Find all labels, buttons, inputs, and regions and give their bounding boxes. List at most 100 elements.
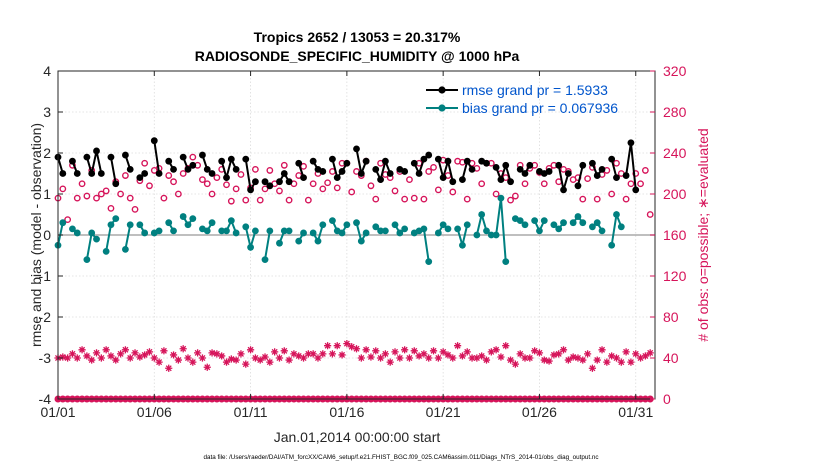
rmse-point (276, 178, 283, 186)
y-right-tick-label: 200 (663, 186, 687, 202)
bias-point (593, 219, 601, 227)
bias-point (353, 219, 360, 227)
bias-point (381, 227, 389, 235)
obs-evaluated-point (396, 354, 404, 362)
obs-evaluated-point (290, 350, 298, 358)
obs-possible-point (637, 180, 644, 188)
bias-point (531, 217, 539, 225)
bias-point (613, 211, 620, 218)
obs-evaluated-point (612, 354, 621, 362)
rmse-point (497, 176, 505, 184)
obs-evaluated-point (73, 354, 81, 362)
obs-possible-point (232, 185, 240, 193)
obs-possible-point (117, 190, 124, 198)
obs-possible-point (285, 196, 293, 204)
obs-evaluated-point (516, 350, 524, 358)
obs-evaluated-point (439, 348, 447, 356)
bias-point (261, 256, 269, 263)
rmse-point (526, 161, 534, 169)
bias-point (372, 223, 380, 231)
obs-evaluated-point (367, 353, 375, 361)
y-right-tick-label: 160 (663, 227, 687, 243)
bias-point (107, 221, 115, 229)
obs-possible-point (126, 194, 134, 202)
obs-possible-point (213, 174, 221, 182)
obs-evaluated-point (526, 354, 534, 362)
rmse-point (574, 182, 582, 190)
obs-possible-point (203, 180, 211, 188)
obs-possible-point (131, 205, 139, 213)
obs-evaluated-point (348, 343, 356, 351)
rmse-point (338, 168, 346, 175)
bias-point (560, 219, 567, 227)
obs-evaluated-point (521, 354, 529, 362)
x-tick-label: 01/26 (522, 404, 557, 420)
obs-evaluated-point (169, 351, 178, 359)
obs-possible-point (511, 192, 519, 200)
rmse-point (560, 186, 567, 194)
obs-evaluated-point (343, 340, 351, 348)
obs-evaluated-point (372, 347, 380, 355)
rmse-point (492, 163, 500, 171)
obs-evaluated-point (174, 356, 182, 364)
obs-possible-point (367, 182, 375, 190)
obs-evaluated-point (92, 349, 101, 357)
obs-evaluated-point (319, 350, 327, 358)
y-right-tick-label: 120 (663, 268, 687, 284)
obs-possible-point (300, 162, 307, 170)
obs-evaluated-point (598, 346, 606, 354)
bias-point (502, 258, 510, 266)
obs-possible-point (174, 190, 182, 198)
obs-evaluated-point (141, 351, 149, 359)
bias-point (357, 237, 365, 245)
bias-point (83, 256, 91, 263)
obs-evaluated-point (150, 354, 158, 362)
rmse-point (459, 176, 466, 184)
bias-point (223, 227, 230, 235)
obs-evaluated-point (275, 354, 284, 362)
rmse-point (425, 151, 433, 159)
rmse-point (343, 159, 351, 167)
x-axis: 01/01 01/06 01/11 01/16 01/21 01/26 01/31 (40, 71, 653, 420)
rmse-point (309, 157, 317, 165)
obs-possible-point (242, 196, 250, 204)
rmse-point (126, 166, 134, 173)
bias-point (569, 219, 577, 227)
y-axis-right: 0 40 80 120 160 200 240 280 320 (650, 63, 687, 407)
obs-evaluated-point (194, 349, 202, 357)
obs-evaluated-point (261, 353, 269, 361)
obs-possible-point (266, 167, 274, 174)
bias-point (329, 217, 336, 225)
y-right-tick-label: 40 (663, 350, 679, 366)
obs-evaluated-point (386, 358, 394, 366)
obs-evaluated-point (559, 346, 568, 354)
obs-evaluated-point (636, 354, 645, 362)
rmse-point (410, 159, 418, 167)
y-left-tick-label: -4 (39, 391, 52, 407)
obs-evaluated-point (376, 354, 385, 362)
obs-possible-point (309, 180, 317, 188)
obs-evaluated-point (550, 351, 558, 359)
y-left-tick-label: 0 (43, 227, 51, 243)
bias-point (343, 221, 351, 229)
bias-point (555, 225, 563, 233)
x-tick-label: 01/31 (618, 404, 653, 420)
bias-point (574, 213, 582, 220)
rmse-point (593, 172, 601, 179)
obs-evaluated-point (309, 350, 317, 358)
obs-evaluated-point (198, 354, 207, 362)
obs-evaluated-point (579, 356, 587, 364)
x-axis-label: Jan.01,2014 00:00:00 start (274, 429, 441, 445)
bias-point (73, 229, 81, 237)
rmse-point (377, 176, 384, 184)
obs-evaluated-point (391, 348, 399, 356)
legend-rmse-marker (438, 86, 446, 94)
obs-possible-point (141, 159, 149, 167)
y-right-tick-label: 240 (663, 145, 687, 161)
bias-point (459, 241, 466, 249)
rmse-point (300, 174, 307, 182)
obs-evaluated-point (145, 348, 154, 356)
obs-evaluated-point (434, 354, 442, 362)
obs-evaluated-point (535, 349, 544, 357)
bias-point (208, 219, 216, 227)
